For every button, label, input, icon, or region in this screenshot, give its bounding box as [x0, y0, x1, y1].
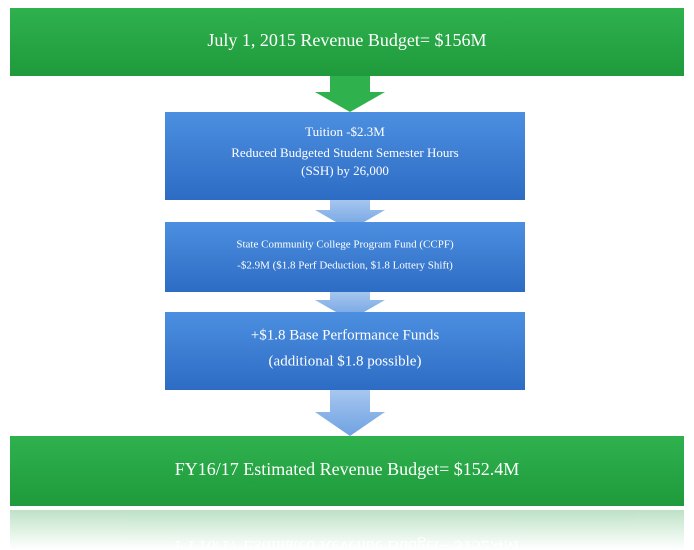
step-box: [165, 312, 525, 390]
arrow: [315, 388, 385, 436]
top-bar: [10, 8, 684, 76]
arrow: [315, 76, 385, 112]
bottom-label: FY16/17 Estimated Revenue Budget= $152.4…: [175, 459, 520, 479]
step-box: [165, 222, 525, 292]
top-label: July 1, 2015 Revenue Budget= $156M: [207, 30, 486, 50]
arrow: [315, 290, 385, 320]
arrow: [315, 198, 385, 230]
step-line: Reduced Budgeted Student Semester Hours: [231, 145, 458, 160]
step-line: (additional $1.8 possible): [269, 353, 422, 369]
step-box: [165, 112, 525, 200]
step-line: State Community College Program Fund (CC…: [236, 239, 454, 251]
step-line: Tuition -$2.3M: [305, 124, 385, 139]
reflection-fade: [0, 510, 694, 550]
step-line: -$2.9M ($1.8 Perf Deduction, $1.8 Lotter…: [237, 260, 453, 272]
step-line: +$1.8 Base Performance Funds: [251, 327, 440, 343]
step-line: (SSH) by 26,000: [301, 163, 389, 178]
bottom-bar: [10, 436, 684, 506]
